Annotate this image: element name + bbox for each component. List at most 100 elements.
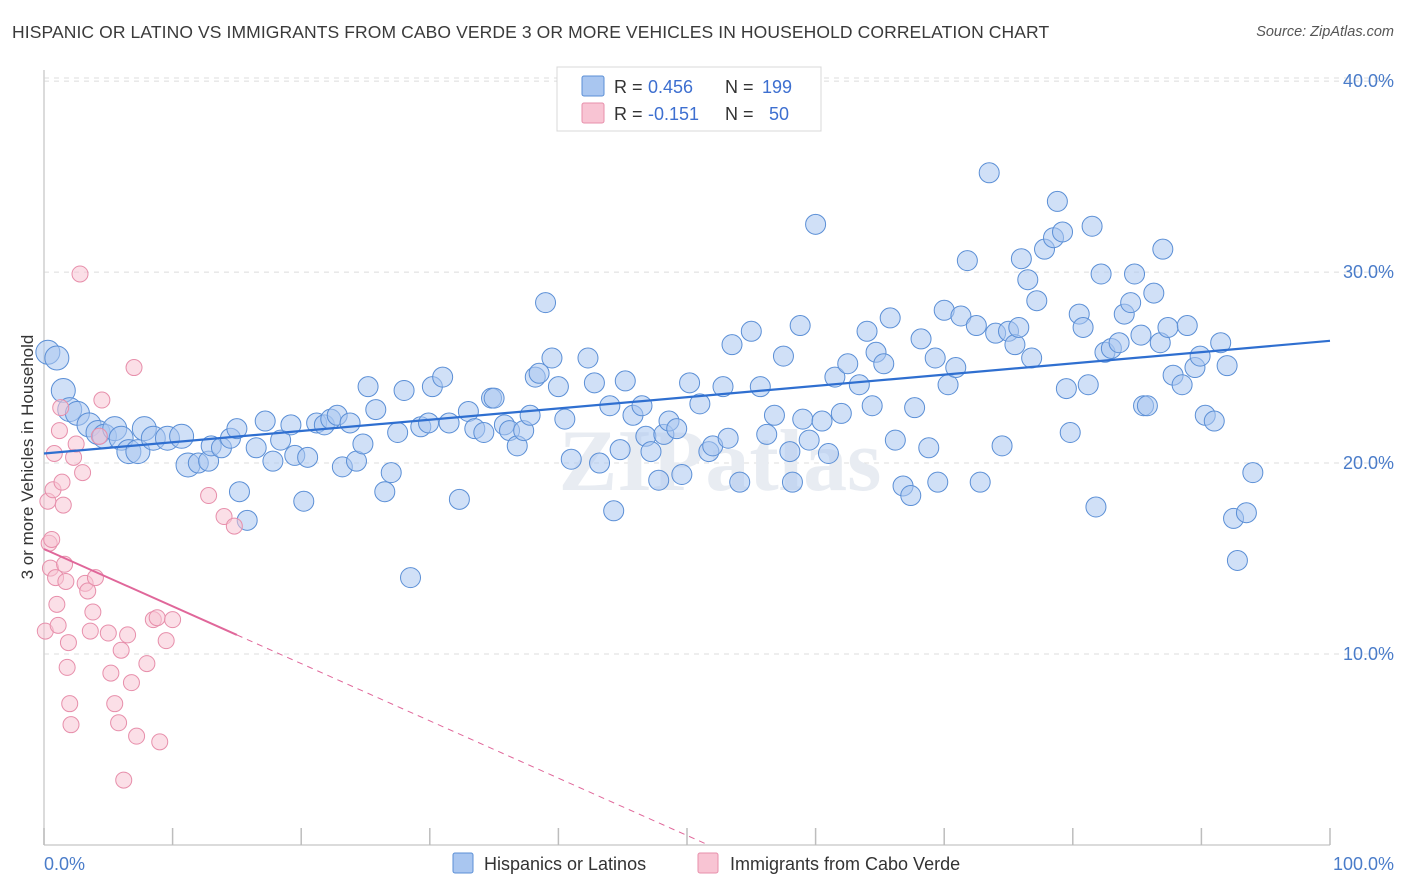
data-point-hispanics [640, 441, 662, 463]
chart-source: Source: ZipAtlas.com [1256, 24, 1394, 40]
data-point-hispanics [1157, 316, 1179, 338]
series-cabo-verde-points [36, 265, 243, 789]
chart-title: HISPANIC OR LATINO VS IMMIGRANTS FROM CA… [12, 22, 1050, 42]
data-point-hispanics [689, 393, 711, 415]
data-point-hispanics [879, 307, 901, 329]
data-point-hispanics [519, 404, 541, 426]
data-point-hispanics [438, 412, 460, 434]
x-tick-label-max: 100.0% [1333, 854, 1394, 874]
data-point-hispanics [226, 418, 248, 440]
data-point-hispanics [609, 439, 631, 461]
legend-swatch-hispanics [581, 75, 605, 97]
legend-swatch-hispanics [452, 852, 474, 874]
data-point-hispanics [1136, 395, 1158, 417]
data-point-hispanics [380, 462, 402, 484]
data-point-hispanics [1152, 238, 1174, 260]
data-point-hispanics [583, 372, 605, 394]
data-point-hispanics [1026, 290, 1048, 312]
data-point-hispanics [950, 305, 972, 327]
data-point-hispanics [432, 366, 454, 388]
data-point-hispanics [1072, 316, 1094, 338]
data-point-hispanics [956, 250, 978, 272]
legend-r-value: 0.456 [648, 77, 693, 97]
data-point-hispanics [352, 433, 374, 455]
data-point-hispanics [749, 376, 771, 398]
data-point-hispanics [712, 376, 734, 398]
legend-n-value: 50 [769, 104, 789, 124]
data-point-hispanics [1120, 292, 1142, 314]
data-point-cabo-verde [110, 714, 128, 732]
data-point-hispanics [666, 418, 688, 440]
data-point-cabo-verde [53, 473, 71, 491]
data-point-hispanics [228, 481, 250, 503]
data-point-hispanics [1189, 345, 1211, 367]
data-point-hispanics [448, 488, 470, 510]
data-point-hispanics [631, 395, 653, 417]
x-tick-label-min: 0.0% [44, 854, 85, 874]
data-point-hispanics [1171, 374, 1193, 396]
trend-line-hispanics [43, 339, 1331, 455]
data-point-cabo-verde [61, 695, 79, 713]
data-point-cabo-verde [93, 391, 111, 409]
data-point-hispanics [262, 450, 284, 472]
data-point-hispanics [811, 410, 833, 432]
data-point-hispanics [387, 421, 409, 443]
data-point-hispanics [1130, 324, 1152, 346]
data-point-hispanics [603, 500, 625, 522]
data-point-hispanics [884, 429, 906, 451]
data-point-hispanics [560, 448, 582, 470]
legend-r-label: R = [614, 77, 643, 97]
correlation-legend: R = 0.456 N = 199 R = -0.151 N = 50 [556, 66, 822, 132]
data-point-hispanics [1210, 332, 1232, 354]
data-point-hispanics [483, 387, 505, 409]
data-point-hispanics [599, 395, 621, 417]
data-point-hispanics [792, 408, 814, 430]
data-point-hispanics [991, 435, 1013, 457]
data-point-cabo-verde [128, 727, 146, 745]
data-point-hispanics [830, 402, 852, 424]
data-point-hispanics [1021, 347, 1043, 369]
data-point-hispanics [1046, 190, 1068, 212]
data-point-cabo-verde [200, 487, 218, 505]
data-point-cabo-verde [99, 624, 117, 642]
data-point-hispanics [418, 412, 440, 434]
data-point-hispanics [554, 408, 576, 430]
data-point-cabo-verde [50, 422, 68, 440]
y-tick-label: 40.0% [1343, 71, 1394, 91]
legend-label-hispanics: Hispanics or Latinos [484, 854, 646, 874]
data-point-hispanics [965, 315, 987, 337]
data-point-cabo-verde [112, 641, 130, 659]
data-point-hispanics [1235, 502, 1257, 524]
data-point-hispanics [756, 423, 778, 445]
x-ticks [43, 828, 1331, 845]
data-point-hispanics [245, 437, 267, 459]
y-tick-label: 10.0% [1343, 644, 1394, 664]
data-point-hispanics [339, 412, 361, 434]
data-point-hispanics [873, 353, 895, 375]
data-point-cabo-verde [49, 616, 67, 634]
data-point-hispanics [740, 320, 762, 342]
data-point-cabo-verde [58, 658, 76, 676]
data-point-cabo-verde [59, 634, 77, 652]
data-point-hispanics [910, 328, 932, 350]
data-point-hispanics [1017, 269, 1039, 291]
trend-line-cabo-verde-extension [236, 634, 709, 846]
data-point-hispanics [1203, 410, 1225, 432]
data-point-hispanics [837, 353, 859, 375]
data-point-hispanics [1059, 421, 1081, 443]
data-point-hispanics [1077, 374, 1099, 396]
data-point-cabo-verde [79, 582, 97, 600]
data-point-hispanics [805, 213, 827, 235]
data-point-hispanics [781, 471, 803, 493]
data-point-hispanics [763, 404, 785, 426]
data-point-hispanics [918, 437, 940, 459]
data-point-hispanics [1124, 263, 1146, 285]
trend-line-cabo-verde [43, 548, 238, 636]
data-point-cabo-verde [125, 359, 143, 377]
data-point-hispanics [1143, 282, 1165, 304]
legend-label-cabo-verde: Immigrants from Cabo Verde [730, 854, 960, 874]
data-point-hispanics [547, 376, 569, 398]
data-point-hispanics [1090, 263, 1112, 285]
data-point-hispanics [1176, 315, 1198, 337]
